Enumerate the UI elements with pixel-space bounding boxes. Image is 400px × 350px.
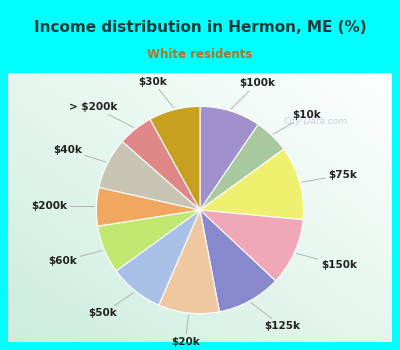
Wedge shape [159, 210, 220, 314]
Text: $150k: $150k [296, 253, 357, 270]
Text: Income distribution in Hermon, ME (%): Income distribution in Hermon, ME (%) [34, 20, 366, 35]
Text: $40k: $40k [53, 145, 106, 162]
Text: $60k: $60k [49, 251, 102, 266]
Wedge shape [200, 124, 284, 210]
Wedge shape [96, 187, 200, 226]
Wedge shape [200, 106, 258, 210]
Text: $10k: $10k [274, 110, 321, 134]
Wedge shape [116, 210, 200, 305]
Wedge shape [98, 210, 200, 271]
Text: $30k: $30k [138, 77, 174, 108]
Text: $125k: $125k [251, 303, 300, 331]
Text: $50k: $50k [88, 293, 134, 318]
Text: $200k: $200k [32, 201, 94, 211]
Wedge shape [150, 106, 200, 210]
Wedge shape [200, 210, 303, 281]
Wedge shape [200, 210, 276, 312]
Text: > $200k: > $200k [69, 102, 134, 127]
Text: $20k: $20k [171, 315, 200, 347]
Text: City-Data.com: City-Data.com [283, 117, 347, 126]
Text: $100k: $100k [231, 78, 275, 109]
Wedge shape [122, 119, 200, 210]
Wedge shape [99, 141, 200, 210]
Text: $75k: $75k [302, 170, 357, 182]
Wedge shape [200, 149, 304, 220]
Text: White residents: White residents [147, 48, 253, 61]
